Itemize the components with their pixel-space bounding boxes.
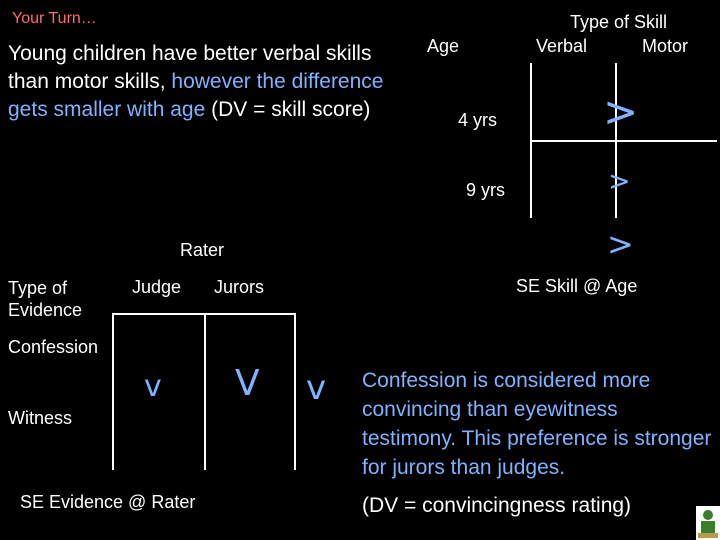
evidence-row-header: Type of Evidence [8, 277, 82, 321]
evidence-symbol-small: v [144, 369, 162, 404]
skill-symbol-small: > [608, 166, 631, 197]
problem-part-3: (DV = skill score) [205, 98, 371, 121]
skill-row-header-age: Age [427, 36, 460, 56]
skill-se-label: SE Skill @ Age [516, 276, 638, 296]
evidence-row-header-line1: Type of [8, 278, 68, 298]
evidence-col-jurors: Jurors [214, 277, 265, 297]
slide-title: Your Turn… [12, 10, 97, 27]
evidence-symbol-large: V [235, 363, 260, 404]
skill-col-verbal: Verbal [536, 36, 588, 56]
evidence-grid-left [112, 313, 114, 470]
evidence-row-header-line2: Evidence [8, 300, 83, 320]
logo-icon [696, 506, 720, 540]
skill-row-4yrs: 4 yrs [458, 110, 498, 130]
skill-grid-row [530, 140, 717, 142]
evidence-grid-right [294, 313, 296, 470]
skill-symbol-bottom: > [607, 225, 634, 263]
skill-row-9yrs: 9 yrs [466, 180, 506, 200]
evidence-row-witness: Witness [8, 408, 73, 428]
evidence-header-rater: Rater [180, 240, 225, 260]
evidence-col-judge: Judge [132, 277, 182, 297]
description-text: Confession is considered more convincing… [362, 369, 712, 479]
problem-part-1: Young children have better verbal skills… [8, 42, 372, 93]
problem-part-2: however the difference gets smaller with… [8, 70, 384, 121]
evidence-row-confession: Confession [8, 337, 99, 357]
problem-statement: Young children have better verbal skills… [8, 40, 408, 124]
skill-col-motor: Motor [642, 36, 689, 56]
skill-header: Type of Skill [570, 12, 668, 32]
evidence-symbol-right: v [306, 368, 327, 408]
skill-symbol-large: > [603, 87, 639, 136]
evidence-grid-middle [204, 313, 206, 470]
dv-note: (DV = convincingness rating) [362, 494, 632, 517]
evidence-se-label: SE Evidence @ Rater [20, 492, 196, 512]
